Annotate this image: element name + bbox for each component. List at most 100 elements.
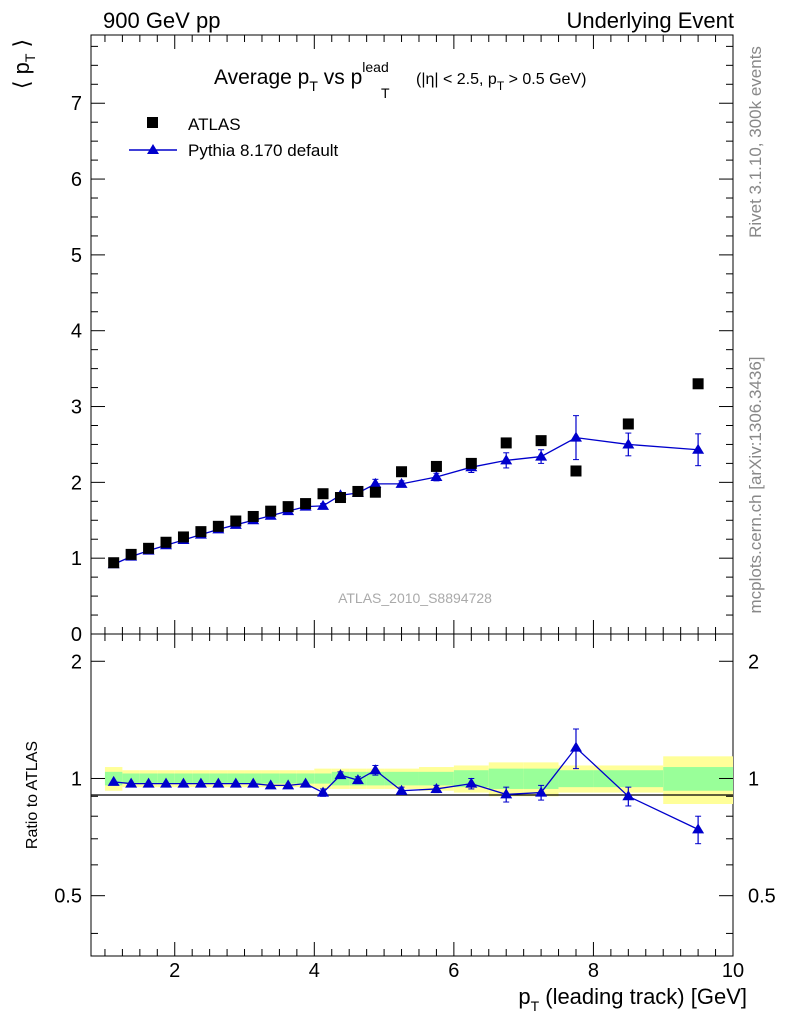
x-tick-labels: 2 4 6 8 10 bbox=[169, 960, 744, 982]
ratio-point bbox=[160, 777, 173, 788]
title-vs: vs p bbox=[318, 66, 362, 89]
atlas-point bbox=[195, 526, 207, 538]
atlas-point bbox=[430, 460, 442, 472]
ratio-y-tick-label-right: 1 bbox=[748, 768, 759, 790]
ratio-point bbox=[369, 764, 382, 775]
mcplots-label: mcplots.cern.ch [arXiv:1306.3436] bbox=[746, 356, 765, 613]
legend-data-marker bbox=[147, 117, 158, 128]
ratio-point bbox=[692, 823, 705, 834]
ratio-y-tick-label: 0.5 bbox=[54, 886, 82, 908]
ratio-y-tick-labels: 0.5 0.5 1 1 2 2 bbox=[54, 651, 776, 907]
band-inner bbox=[558, 770, 594, 788]
ratio-point bbox=[430, 782, 443, 793]
atlas-point bbox=[247, 510, 259, 522]
main-y-tick-label: 5 bbox=[71, 245, 82, 267]
ratio-point bbox=[622, 790, 635, 801]
atlas-point bbox=[230, 515, 242, 527]
title-cut-a: (|η| < 2.5, p bbox=[416, 71, 497, 88]
title-cut-sub: T bbox=[497, 79, 505, 93]
band-inner bbox=[314, 773, 332, 784]
main-y-tick-label: 2 bbox=[71, 472, 82, 494]
svg-text:⟨ pT ⟩: ⟨ pT ⟩ bbox=[9, 39, 38, 89]
mc-point bbox=[535, 450, 548, 461]
mc-point bbox=[569, 431, 582, 442]
ratio-point bbox=[212, 777, 225, 788]
main-y-tick-label: 3 bbox=[71, 397, 82, 419]
ratio-y-tick-label-right: 2 bbox=[748, 651, 759, 673]
atlas-point bbox=[177, 531, 189, 543]
mc-point bbox=[395, 477, 408, 488]
atlas-point bbox=[317, 488, 329, 500]
x-tick-label: 8 bbox=[588, 960, 599, 982]
atlas-point bbox=[300, 498, 312, 510]
atlas-point bbox=[465, 457, 477, 469]
band-inner bbox=[418, 771, 454, 786]
atlas-point bbox=[212, 520, 224, 532]
x-tick-label: 2 bbox=[169, 960, 180, 982]
atlas-point bbox=[570, 465, 582, 477]
atlas-point bbox=[282, 501, 294, 513]
title-vs-sub: T bbox=[381, 85, 390, 101]
mc-point bbox=[692, 443, 705, 454]
band-inner bbox=[279, 773, 297, 784]
mc-point bbox=[369, 477, 382, 488]
analysis-watermark: ATLAS_2010_S8894728 bbox=[338, 590, 492, 606]
ratio-point bbox=[247, 777, 260, 788]
main-y-tick-label: 0 bbox=[71, 624, 82, 646]
ratio-point bbox=[177, 777, 190, 788]
ratio-point bbox=[465, 777, 478, 788]
svg-text:Average pT vs plead: Average pT vs plead bbox=[214, 59, 389, 94]
atlas-point bbox=[396, 466, 408, 478]
band-inner bbox=[384, 771, 419, 786]
x-tick-label: 4 bbox=[309, 960, 320, 982]
band-inner bbox=[593, 770, 664, 788]
title-cut-b: > 0.5 GeV) bbox=[504, 71, 586, 88]
svg-text:(|η| < 2.5, pT > 0.5 GeV): (|η| < 2.5, pT > 0.5 GeV) bbox=[416, 71, 586, 93]
ratio-point bbox=[299, 777, 312, 788]
ratio-point bbox=[500, 788, 513, 799]
ratio-point bbox=[107, 775, 120, 786]
atlas-point bbox=[265, 505, 277, 517]
axis-ticks bbox=[91, 35, 734, 956]
x-axis-label: pT (leading track) [GeV] bbox=[518, 984, 747, 1014]
main-y-tick-label: 1 bbox=[71, 548, 82, 570]
rivet-label: Rivet 3.1.10, 300k events bbox=[746, 46, 765, 238]
x-tick-label: 10 bbox=[722, 960, 744, 982]
ratio-point bbox=[317, 786, 330, 797]
title-main: Average p bbox=[214, 66, 309, 89]
plot-title: Average pT vs plead T (|η| < 2.5, pT > 0… bbox=[214, 59, 586, 101]
band-inner bbox=[663, 767, 733, 791]
ratio-y-axis-label: Ratio to ATLAS bbox=[24, 741, 41, 849]
title-vs-sup: lead bbox=[362, 59, 388, 75]
atlas-point bbox=[369, 486, 381, 498]
ratio-point bbox=[264, 779, 277, 790]
atlas-point bbox=[622, 418, 634, 430]
ratio-point bbox=[142, 777, 155, 788]
ratio-point bbox=[351, 774, 364, 785]
ratio-point bbox=[569, 741, 582, 752]
ratio-point bbox=[395, 784, 408, 795]
ratio-point bbox=[125, 777, 138, 788]
analysis-label: Underlying Event bbox=[566, 8, 734, 33]
title-main-sub: T bbox=[309, 78, 318, 94]
band-inner bbox=[261, 773, 280, 784]
atlas-point bbox=[125, 548, 137, 560]
atlas-series-main bbox=[108, 378, 704, 569]
ratio-y-tick-label: 1 bbox=[71, 768, 82, 790]
mc-point bbox=[622, 438, 635, 449]
atlas-point bbox=[108, 557, 120, 569]
ratio-y-tick-label-right: 0.5 bbox=[748, 886, 776, 908]
main-y-axis-label: ⟨ pT ⟩ bbox=[9, 39, 38, 89]
mc-point bbox=[317, 499, 330, 510]
atlas-point bbox=[334, 492, 346, 504]
atlas-point bbox=[160, 536, 172, 548]
legend-mc-label: Pythia 8.170 default bbox=[188, 141, 339, 160]
ratio-point bbox=[229, 777, 242, 788]
atlas-point bbox=[352, 485, 364, 497]
band-inner bbox=[366, 771, 385, 786]
mc-series-ratio bbox=[107, 728, 705, 845]
main-y-tick-labels: 0 1 2 3 4 5 6 7 bbox=[71, 93, 82, 646]
band-inner bbox=[523, 768, 559, 789]
main-y-tick-label: 6 bbox=[71, 169, 82, 191]
